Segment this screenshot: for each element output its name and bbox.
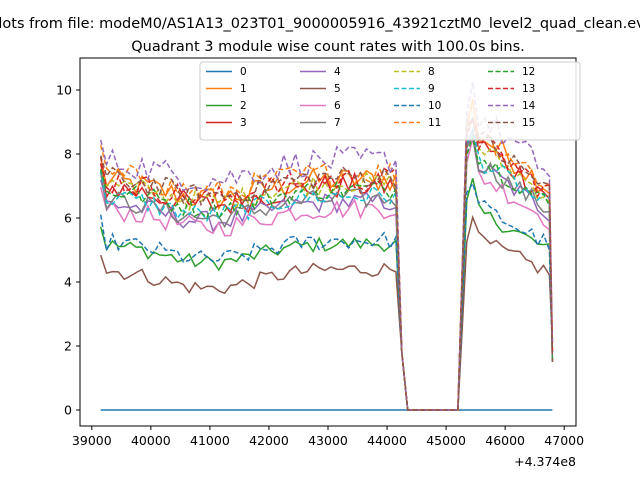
x-axis: 39000 40000 41000 42000 43000 44000 45000 46000…: [72, 426, 584, 448]
legend-label-13: 13: [522, 83, 535, 95]
series-line-9: [99, 126, 554, 411]
legend-label-10: 10: [428, 100, 441, 112]
x-tick-label: 42000: [249, 433, 289, 448]
legend-label-8: 8: [428, 66, 435, 78]
x-tick-label: 44000: [367, 433, 407, 448]
y-tick-label: 6: [64, 211, 72, 226]
series-line-15: [99, 116, 554, 411]
y-axis: 0 2 4 6 8 10: [56, 83, 80, 418]
legend-label-14: 14: [522, 100, 536, 112]
legend-label-6: 6: [334, 100, 341, 112]
series-line-1: [99, 98, 554, 411]
series-line-11: [99, 103, 554, 411]
x-tick-label: 46000: [485, 433, 525, 448]
series-line-7: [99, 134, 554, 411]
chart-title: Quadrant 3 module wise count rates with …: [131, 39, 525, 55]
legend-label-11: 11: [428, 117, 441, 129]
legend-label-7: 7: [334, 117, 341, 129]
y-tick-label: 10: [56, 83, 72, 98]
series-line-12: [99, 133, 554, 411]
legend-label-12: 12: [522, 66, 535, 78]
series-line-3: [99, 117, 554, 411]
x-axis-offset-label: +4.374e8: [514, 454, 576, 469]
legend-label-15: 15: [522, 117, 535, 129]
legend-label-0: 0: [240, 66, 247, 78]
legend-label-2: 2: [240, 100, 247, 112]
x-tick-label: 43000: [308, 433, 348, 448]
legend-label-1: 1: [240, 83, 247, 95]
legend-label-4: 4: [334, 66, 341, 78]
figure-suptitle: Plots from file: modeM0/AS1A13_023T01_90…: [0, 16, 640, 32]
legend-label-3: 3: [240, 117, 247, 129]
y-tick-label: 4: [64, 275, 72, 290]
y-tick-label: 8: [64, 147, 72, 162]
x-tick-label: 47000: [544, 433, 584, 448]
y-tick-label: 2: [64, 339, 72, 354]
x-tick-label: 45000: [426, 433, 466, 448]
series-line-10: [99, 181, 554, 411]
series-line-5: [99, 214, 554, 411]
y-tick-label: 0: [64, 403, 72, 418]
legend-label-5: 5: [334, 83, 341, 95]
legend-box: [199, 61, 581, 141]
x-tick-label: 40000: [131, 433, 171, 448]
series-line-8: [99, 115, 554, 411]
series-line-2: [99, 178, 554, 411]
series-line-6: [99, 138, 554, 411]
x-tick-label: 39000: [72, 433, 112, 448]
legend-label-9: 9: [428, 83, 435, 95]
x-tick-label: 41000: [190, 433, 230, 448]
